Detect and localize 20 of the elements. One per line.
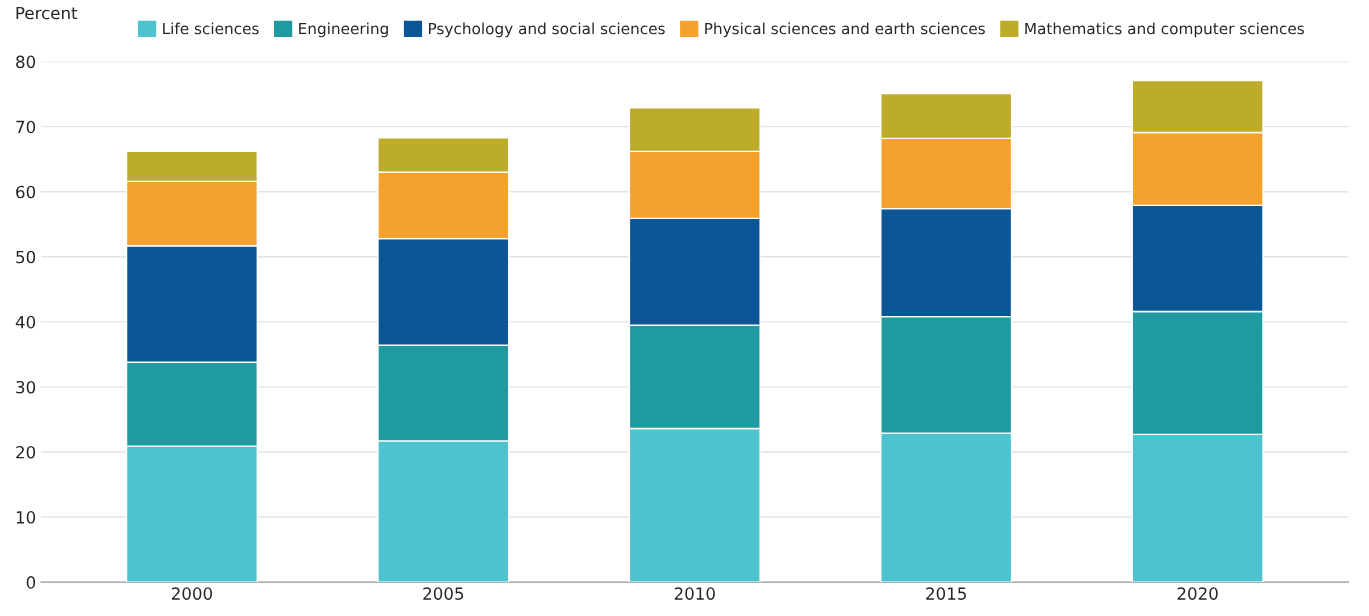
x-tick-label: 2010: [674, 587, 715, 600]
y-tick-label: 0: [26, 576, 36, 589]
y-tick-label: 80: [16, 55, 36, 69]
x-tick-label: 2000: [171, 587, 213, 600]
legend-label: Life sciences: [163, 22, 259, 35]
y-tick-label: 40: [15, 315, 36, 329]
y-tick-label: 30: [16, 380, 36, 394]
legend-label: Psychology and social sciences: [429, 22, 665, 38]
x-tick-label: 2020: [1177, 587, 1218, 600]
y-tick-label: 50: [16, 250, 36, 264]
y-tick-label: 60: [16, 185, 36, 199]
x-tick-label: 2005: [423, 587, 464, 600]
x-tick-label: 2015: [926, 587, 966, 600]
y-tick-label: 10: [16, 511, 36, 524]
legend-label: Mathematics and computer sciences: [1025, 22, 1304, 38]
legend-label: Engineering: [299, 22, 388, 38]
y-tick-label: 70: [16, 120, 36, 134]
legend-label: Physical sciences and earth sciences: [705, 22, 985, 38]
y-tick-label: 20: [16, 445, 36, 459]
y-axis-title: Percent: [16, 6, 78, 20]
